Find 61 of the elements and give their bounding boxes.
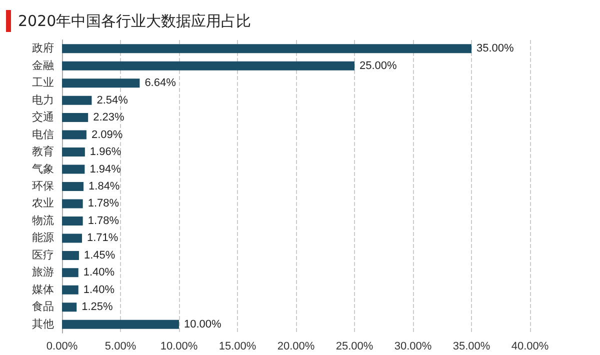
x-tick-label: 5.00% <box>104 340 136 352</box>
data-label: 2.23% <box>93 112 124 124</box>
x-tick-label: 0.00% <box>46 340 78 352</box>
bar <box>62 199 83 208</box>
y-tick-label: 媒体 <box>32 284 54 296</box>
data-label: 1.78% <box>88 214 120 227</box>
bar <box>62 285 78 294</box>
x-tick-label: 20.00% <box>277 340 315 352</box>
y-tick-label: 其他 <box>32 317 54 330</box>
bar <box>62 148 85 157</box>
x-tick-label: 15.00% <box>218 340 256 352</box>
x-tick-label: 25.00% <box>336 340 374 352</box>
data-label: 6.64% <box>144 77 176 90</box>
data-label: 25.00% <box>360 60 398 72</box>
data-label: 1.40% <box>83 284 115 296</box>
y-tick-label: 物流 <box>32 214 54 227</box>
data-label: 1.71% <box>87 232 118 244</box>
y-tick-label: 交通 <box>32 110 54 124</box>
data-label: 2.09% <box>91 128 123 141</box>
y-tick-label: 教育 <box>32 145 54 158</box>
x-tick-label: 30.00% <box>394 340 432 352</box>
chart-title: 2020年中国各行业大数据应用占比 <box>18 11 252 32</box>
data-label: 1.78% <box>88 198 120 210</box>
y-tick-label: 农业 <box>32 196 54 210</box>
bar <box>62 96 92 105</box>
bar <box>62 78 140 88</box>
data-label: 1.84% <box>88 180 120 192</box>
bar <box>62 234 82 243</box>
x-tick-label: 40.00% <box>511 340 549 352</box>
data-label: 35.00% <box>476 42 514 55</box>
y-tick-label: 食品 <box>32 301 54 314</box>
y-tick-label: 能源 <box>32 231 54 244</box>
data-label: 1.96% <box>90 146 122 158</box>
bar <box>62 302 77 312</box>
y-tick-label: 旅游 <box>32 266 54 279</box>
y-tick-label: 电信 <box>32 128 54 141</box>
bar <box>62 182 84 191</box>
bar <box>62 164 85 174</box>
data-label: 10.00% <box>184 318 222 330</box>
bar <box>62 130 86 140</box>
y-tick-label: 政府 <box>32 42 54 55</box>
data-label: 1.25% <box>82 301 114 314</box>
data-label: 2.54% <box>96 94 128 106</box>
bar <box>62 61 354 70</box>
data-label: 1.40% <box>83 266 115 279</box>
data-label: 1.45% <box>84 249 116 262</box>
bar <box>62 320 179 329</box>
y-tick-label: 电力 <box>32 93 54 106</box>
bar <box>62 113 88 122</box>
x-tick-label: 10.00% <box>160 340 198 352</box>
data-label: 1.94% <box>90 163 122 176</box>
bar <box>62 216 83 226</box>
x-tick-label: 35.00% <box>452 340 490 352</box>
y-tick-label: 工业 <box>32 76 54 90</box>
bar <box>62 268 78 278</box>
y-tick-label: 气象 <box>32 163 54 176</box>
y-tick-label: 金融 <box>32 60 54 72</box>
y-tick-label: 医疗 <box>32 248 54 262</box>
bar <box>62 44 472 54</box>
bar <box>62 250 79 260</box>
y-tick-label: 环保 <box>32 180 54 192</box>
